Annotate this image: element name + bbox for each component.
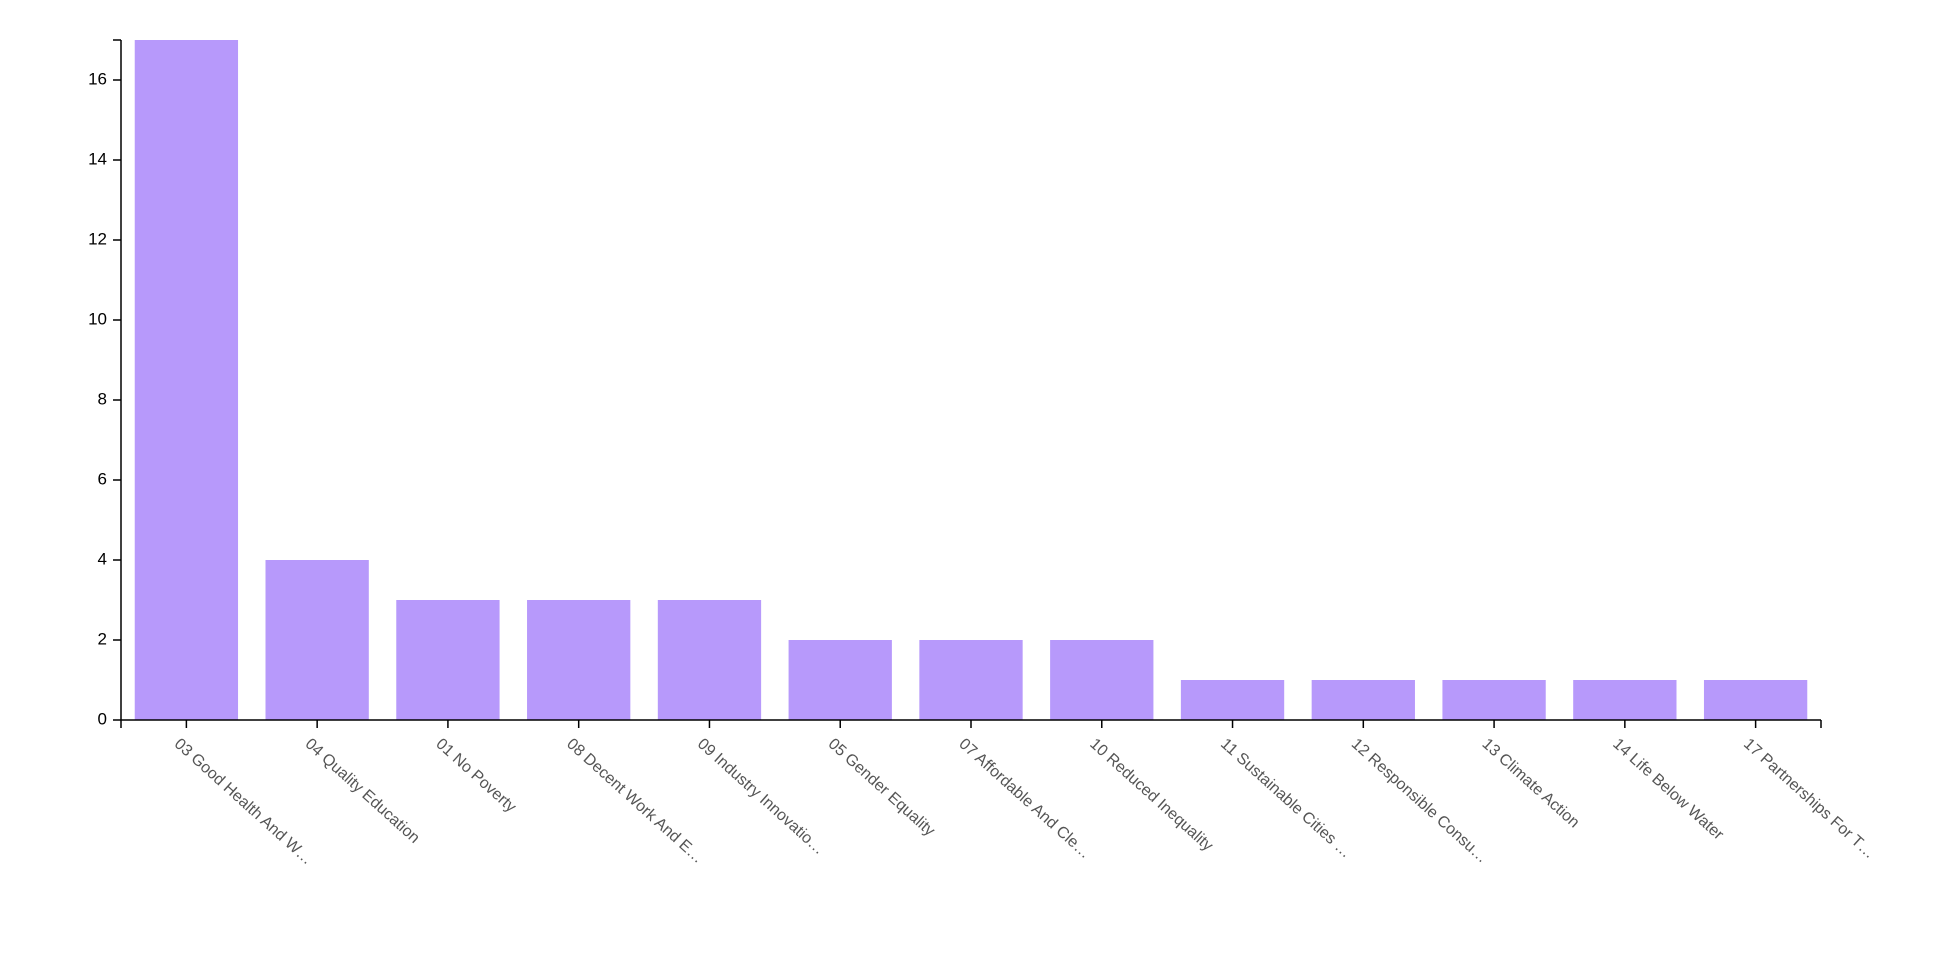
y-tick-label: 16: [88, 69, 107, 88]
x-tick-label: 10 Reduced Inequality: [1086, 735, 1216, 854]
x-tick-label: 07 Affordable And Cle…: [955, 735, 1093, 862]
bar: [1311, 680, 1415, 720]
bar: [527, 600, 631, 720]
x-tick-label: 01 No Poverty: [432, 735, 519, 815]
bar: [788, 640, 892, 720]
bar: [265, 560, 369, 720]
bar: [1180, 680, 1285, 720]
x-tick-label: 14 Life Below Water: [1609, 735, 1727, 844]
y-tick-label: 0: [98, 709, 107, 728]
bar: [1573, 680, 1677, 720]
bar: [1050, 640, 1154, 720]
y-tick-label: 14: [88, 149, 107, 168]
y-tick-label: 10: [88, 309, 107, 328]
bar: [919, 640, 1023, 720]
y-tick-label: 6: [98, 469, 107, 488]
x-tick-label: 05 Gender Equality: [825, 735, 938, 839]
bar: [396, 600, 500, 720]
x-tick-label: 08 Decent Work And E…: [563, 735, 706, 866]
bar: [134, 40, 239, 720]
bar: [657, 600, 762, 720]
x-tick-label: 12 Responsible Consu…: [1348, 735, 1491, 866]
x-tick-label: 13 Climate Action: [1479, 735, 1583, 831]
bar: [1442, 680, 1546, 720]
x-tick-label: 03 Good Health And W…: [171, 735, 316, 868]
x-tick-label: 09 Industry Innovatio…: [694, 735, 828, 858]
x-tick-label: 11 Sustainable Cities …: [1217, 735, 1354, 861]
y-tick-label: 12: [88, 229, 107, 248]
y-tick-label: 8: [98, 389, 107, 408]
x-tick-label: 17 Partnerships For T…: [1740, 735, 1878, 862]
y-tick-label: 4: [98, 549, 107, 568]
x-tick-label: 04 Quality Education: [302, 735, 423, 846]
bar: [1703, 680, 1808, 720]
y-tick-label: 2: [98, 629, 107, 648]
